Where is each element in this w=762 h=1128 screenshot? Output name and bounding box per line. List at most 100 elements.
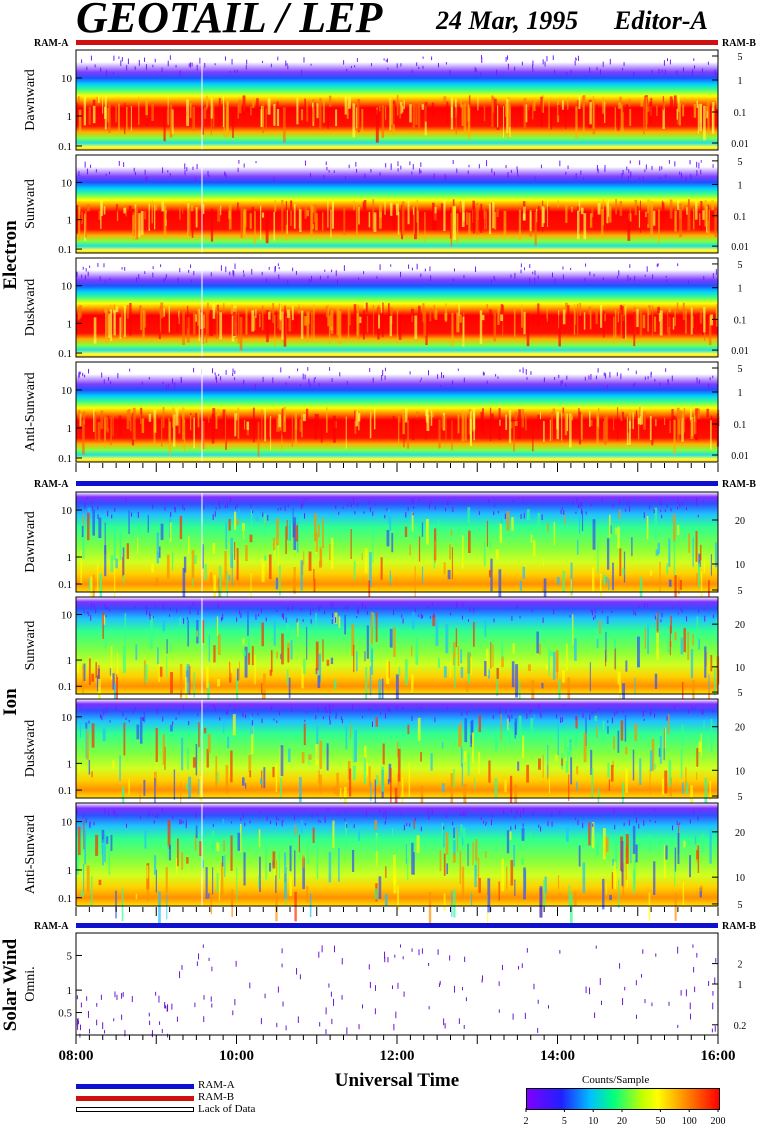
colorbar <box>526 1088 720 1110</box>
left-tick-label: 0.1 <box>58 453 72 465</box>
legend-label-lack-of-data: Lack of Data <box>198 1103 256 1115</box>
left-tick-label: 1 <box>67 111 73 123</box>
right-tick-label: 0.1 <box>734 212 747 223</box>
left-tick-label: 0.5 <box>58 1008 72 1020</box>
ram-bar <box>76 40 718 45</box>
left-tick-label: 10 <box>61 712 73 724</box>
x-tick-label: 12:00 <box>380 1048 415 1064</box>
left-tick-label: 1 <box>67 985 73 997</box>
legend-swatch-ram-a <box>76 1084 194 1089</box>
colorbar-tick-label: 200 <box>711 1116 726 1127</box>
right-tick-label: 1 <box>738 980 743 991</box>
editor-label: Editor-A <box>614 6 708 35</box>
panel-label: Duskward <box>23 720 38 778</box>
panel-label: Sunward <box>23 179 38 229</box>
left-tick-label: 1 <box>67 215 73 227</box>
x-tick-label: 08:00 <box>59 1048 94 1064</box>
colorbar-tick-label: 5 <box>562 1116 567 1127</box>
right-tick-label: 0.01 <box>731 451 749 462</box>
panel-label: Duskward <box>23 279 38 337</box>
left-tick-label: 10 <box>61 609 73 621</box>
left-tick-label: 0.1 <box>58 244 72 256</box>
colorbar-tick-label: 100 <box>682 1116 697 1127</box>
colorbar-tick-label: 50 <box>655 1116 665 1127</box>
left-tick-label: 0.1 <box>58 893 72 905</box>
right-tick-label: 0.01 <box>731 139 749 150</box>
right-tick-label: 10 <box>735 873 745 884</box>
right-tick-label: 2 <box>738 960 743 971</box>
left-tick-label: 0.1 <box>58 681 72 693</box>
left-tick-label: 1 <box>67 865 73 877</box>
panel-elec-2 <box>75 257 719 358</box>
x-tick-label: 16:00 <box>701 1048 736 1064</box>
left-tick-label: 0.1 <box>58 141 72 153</box>
right-tick-label: 10 <box>735 766 745 777</box>
panel-label: Sunward <box>23 621 38 671</box>
left-tick-label: 10 <box>61 385 73 397</box>
date-label: 24 Mar, 1995 <box>436 6 579 35</box>
right-tick-label: 20 <box>735 828 745 839</box>
left-tick-label: 10 <box>61 817 73 829</box>
panel-ion-3 <box>75 802 719 928</box>
panel-ion-2 <box>75 698 719 816</box>
right-tick-label: 5 <box>738 586 743 597</box>
x-tick-label: 14:00 <box>540 1048 575 1064</box>
ram-right-label: RAM-B <box>722 921 756 932</box>
right-tick-label: 20 <box>735 723 745 734</box>
right-tick-label: 5 <box>738 52 743 63</box>
panel-label: Omni. <box>23 966 38 1001</box>
right-tick-label: 1 <box>738 284 743 295</box>
left-tick-label: 1 <box>67 318 73 330</box>
left-tick-label: 1 <box>67 552 73 564</box>
group-label: Electron <box>0 220 21 290</box>
left-tick-label: 0.1 <box>58 579 72 591</box>
right-tick-label: 0.1 <box>734 315 747 326</box>
left-tick-label: 5 <box>67 950 73 962</box>
legend-label-ram-a: RAM-A <box>198 1079 235 1091</box>
right-tick-label: 0.1 <box>734 108 747 119</box>
panel-elec-3 <box>75 361 720 463</box>
panel-label: Anti-Sunward <box>23 815 38 894</box>
right-tick-label: 5 <box>738 157 743 168</box>
ram-bar <box>76 923 718 928</box>
right-tick-label: 20 <box>735 516 745 527</box>
ram-bar <box>76 481 718 486</box>
left-tick-label: 0.1 <box>58 348 72 360</box>
right-tick-label: 1 <box>738 388 743 399</box>
right-tick-label: 5 <box>738 792 743 803</box>
x-axis-label: Universal Time <box>335 1070 459 1091</box>
left-tick-label: 10 <box>61 73 73 85</box>
left-tick-label: 1 <box>67 655 73 667</box>
panel-ion-0 <box>75 491 719 613</box>
ram-left-label: RAM-A <box>34 479 69 490</box>
colorbar-tick-label: 20 <box>617 1116 627 1127</box>
right-tick-label: 1 <box>738 180 743 191</box>
legend-swatch-ram-b <box>76 1096 194 1101</box>
panel-label: Dawnward <box>23 511 38 572</box>
colorbar-tick-label: 2 <box>524 1116 529 1127</box>
legend-label-ram-b: RAM-B <box>198 1091 235 1103</box>
panel-elec-0 <box>75 49 719 151</box>
right-tick-label: 0.2 <box>734 1021 747 1032</box>
left-tick-label: 1 <box>67 423 73 435</box>
panel-elec-1 <box>75 154 719 254</box>
ram-left-label: RAM-A <box>34 921 69 932</box>
left-tick-label: 0.1 <box>58 785 72 797</box>
left-tick-label: 1 <box>67 758 73 770</box>
colorbar-title: Counts/Sample <box>582 1074 650 1086</box>
right-tick-label: 10 <box>735 560 745 571</box>
panel-ion-1 <box>75 596 720 717</box>
page-title: GEOTAIL / LEP <box>76 0 383 42</box>
right-tick-label: 0.01 <box>731 346 749 357</box>
right-tick-label: 5 <box>738 688 743 699</box>
legend-swatch-lack-of-data <box>76 1107 194 1112</box>
group-label: Solar Wind <box>0 938 21 1031</box>
ram-right-label: RAM-B <box>722 38 756 49</box>
panel-label: Dawnward <box>23 69 38 130</box>
panel-sw-0 <box>75 932 719 1038</box>
right-tick-label: 20 <box>735 620 745 631</box>
group-label: Ion <box>0 688 21 716</box>
ram-left-label: RAM-A <box>34 38 69 49</box>
right-tick-label: 10 <box>735 663 745 674</box>
